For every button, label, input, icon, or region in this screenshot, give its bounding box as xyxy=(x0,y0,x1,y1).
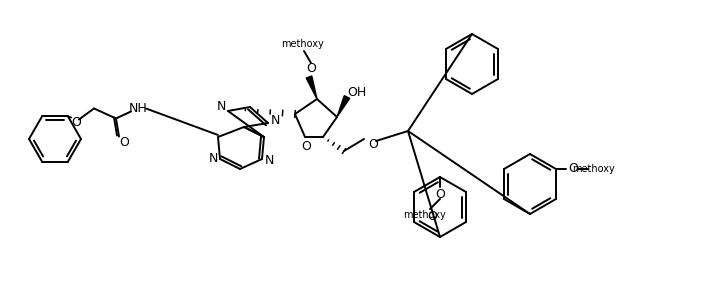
Text: O: O xyxy=(568,162,578,175)
Polygon shape xyxy=(337,96,350,117)
Text: methoxy: methoxy xyxy=(572,164,615,174)
Text: methoxy: methoxy xyxy=(282,39,324,49)
Text: NH: NH xyxy=(128,102,147,115)
Polygon shape xyxy=(306,76,317,99)
Text: methoxy: methoxy xyxy=(404,210,446,220)
Text: O: O xyxy=(368,138,378,151)
Text: N: N xyxy=(270,114,280,127)
Text: OH: OH xyxy=(348,86,366,99)
Text: O: O xyxy=(306,62,316,75)
Text: O: O xyxy=(427,210,437,223)
Text: N: N xyxy=(208,153,218,166)
Text: O: O xyxy=(435,188,445,201)
Text: O: O xyxy=(301,140,311,153)
Text: O: O xyxy=(71,116,81,129)
Text: N: N xyxy=(265,155,274,168)
Text: N: N xyxy=(216,101,226,114)
Text: O: O xyxy=(119,136,129,149)
